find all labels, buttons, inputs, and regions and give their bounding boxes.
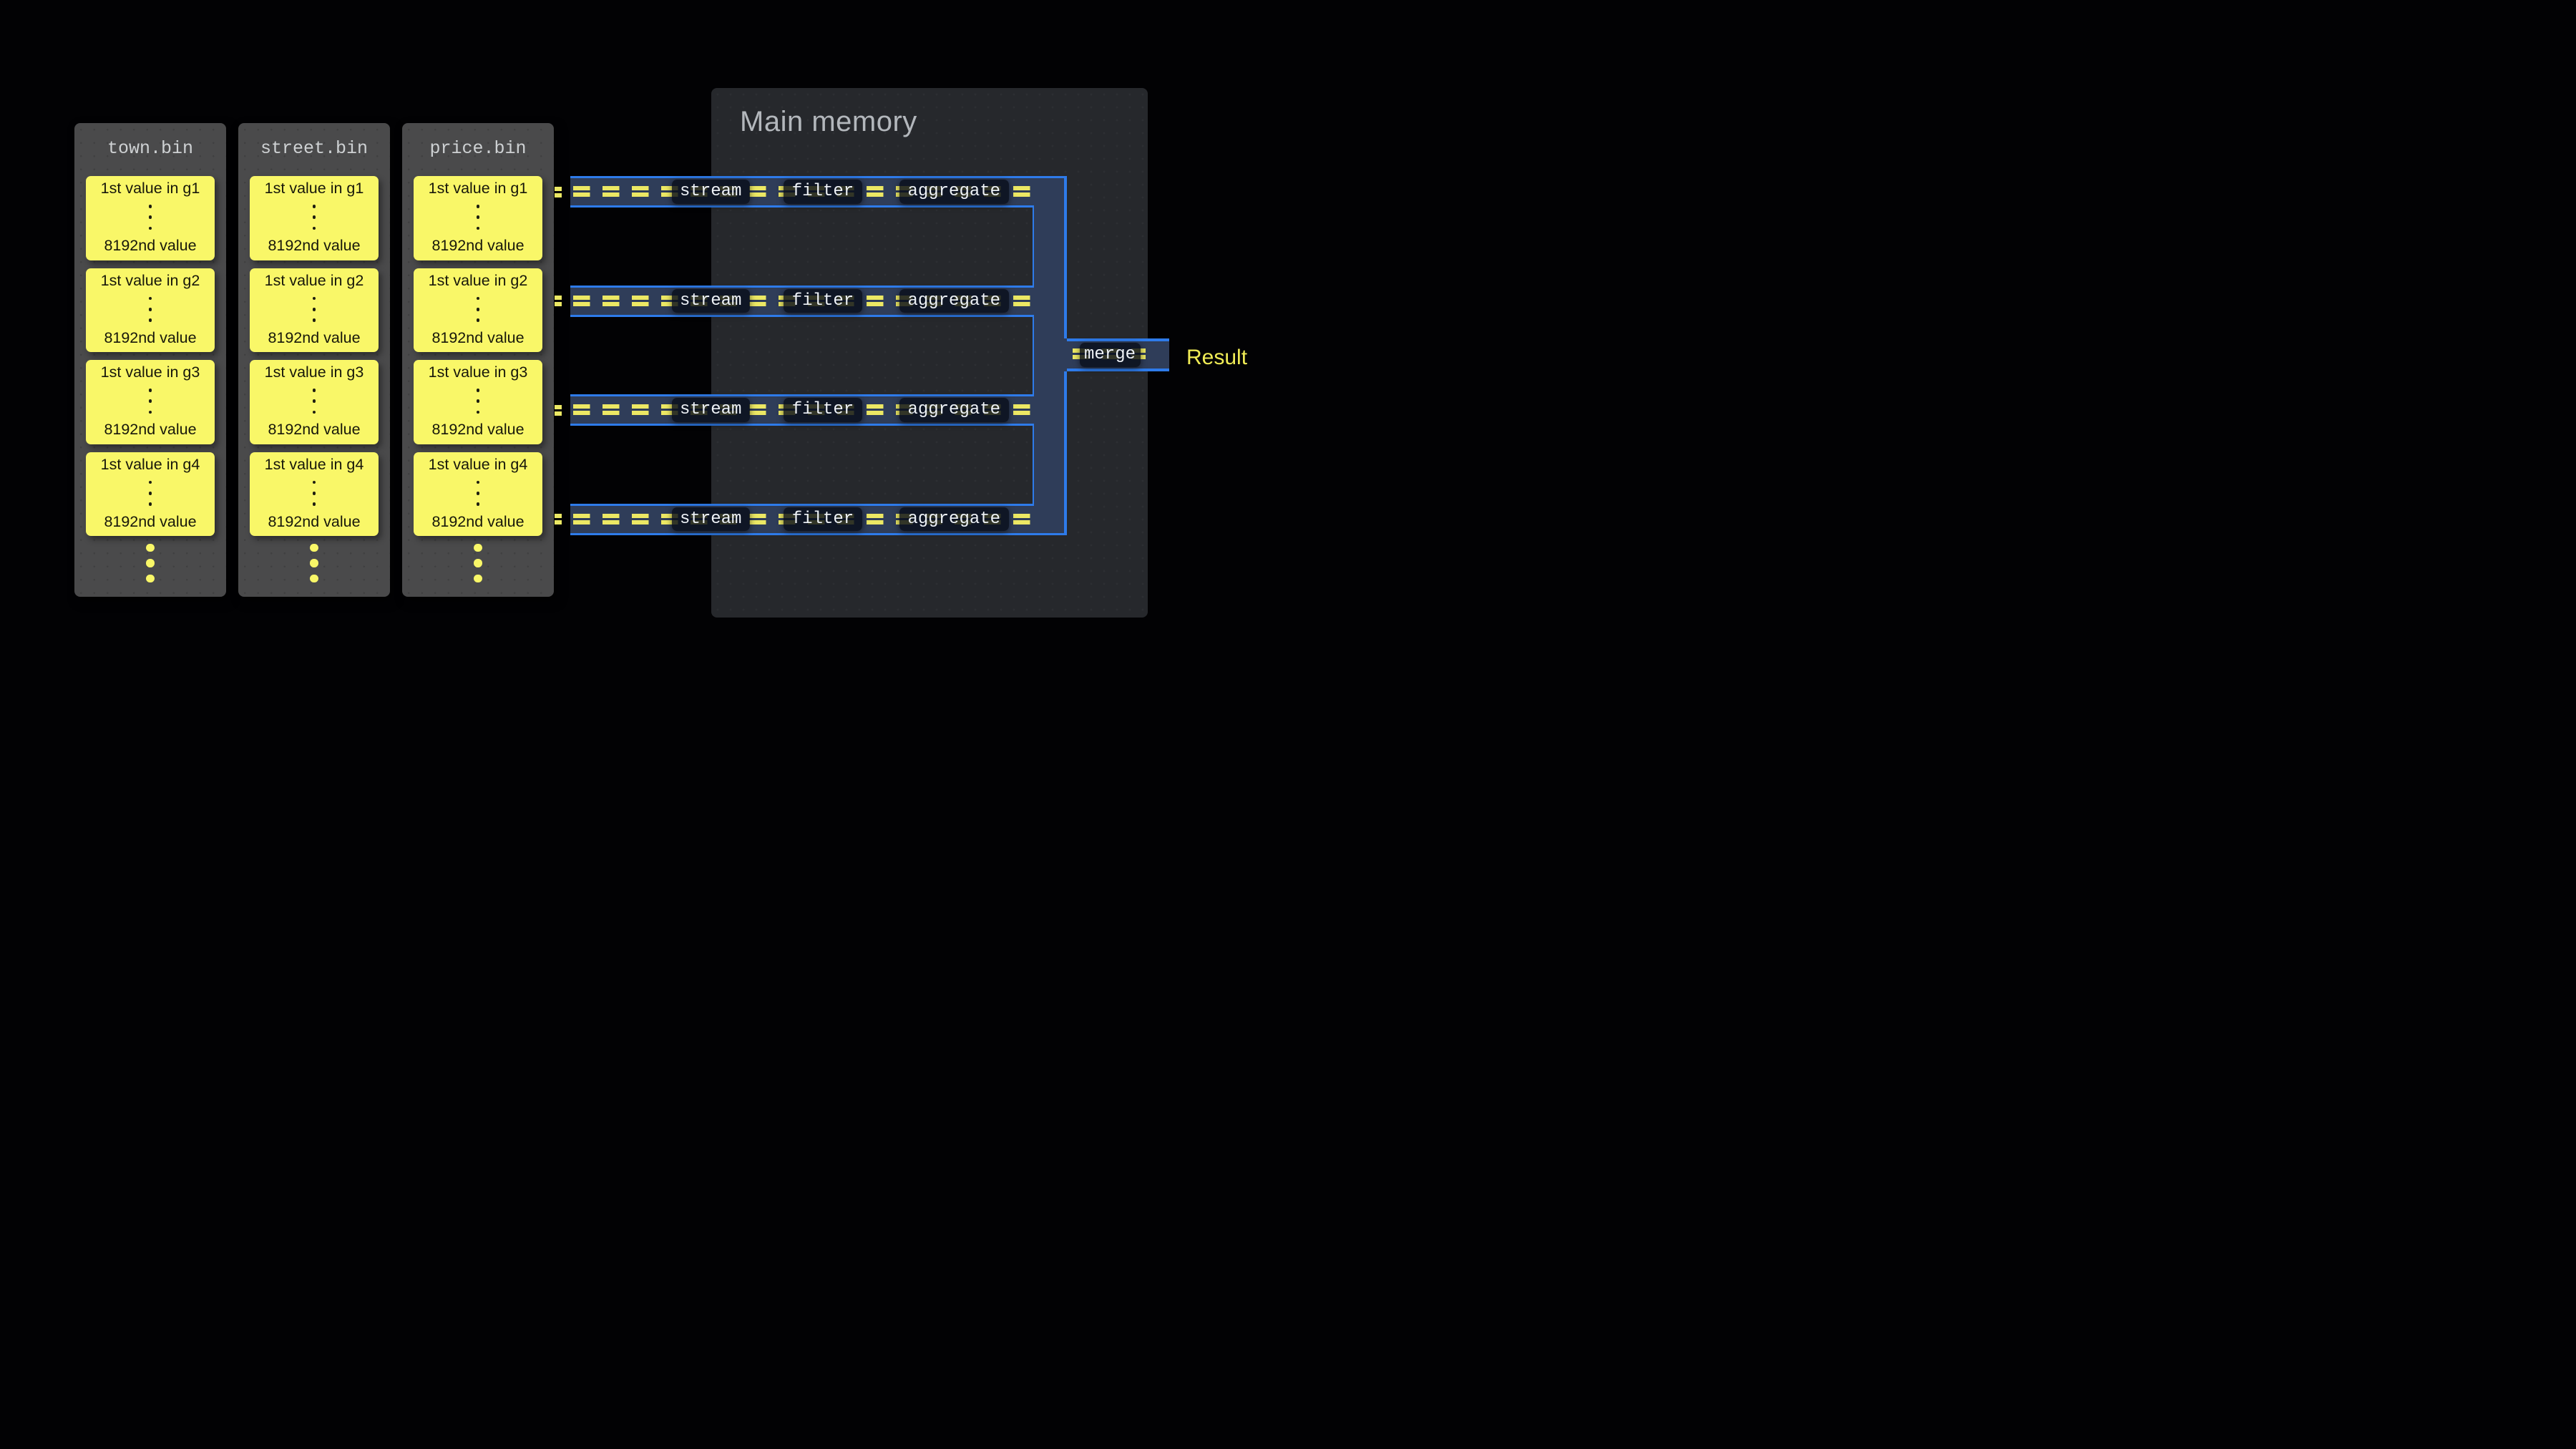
stage-box-filter: filter	[784, 180, 862, 204]
granule-block: 1st value in g2 8192nd value	[250, 268, 379, 352]
merge-stub: merge	[1067, 338, 1169, 371]
file-column-price: price.bin 1st value in g1 8192nd value 1…	[402, 122, 554, 597]
block-last-value: 8192nd value	[431, 512, 525, 530]
granule-block: 1st value in g3 8192nd value	[414, 360, 542, 444]
block-last-value: 8192nd value	[268, 237, 361, 255]
block-first-value: 1st value in g1	[428, 180, 528, 197]
processing-lane-4: stream filter aggregate	[570, 503, 1034, 535]
merge-box: merge	[1079, 343, 1141, 367]
result-label: Result	[1186, 346, 1248, 369]
block-ellipsis-icon	[148, 296, 152, 322]
file-column-street: street.bin 1st value in g1 8192nd value …	[238, 122, 390, 597]
block-last-value: 8192nd value	[431, 237, 525, 255]
block-first-value: 1st value in g2	[428, 271, 528, 289]
block-first-value: 1st value in g4	[100, 455, 200, 473]
pre-lane-dashes	[555, 404, 562, 416]
block-ellipsis-icon	[148, 205, 152, 230]
block-last-value: 8192nd value	[431, 421, 525, 439]
block-first-value: 1st value in g4	[428, 455, 528, 473]
block-last-value: 8192nd value	[104, 421, 197, 439]
block-last-value: 8192nd value	[104, 237, 197, 255]
stage-box-stream: stream	[671, 507, 750, 531]
stage-box-stream: stream	[671, 398, 750, 422]
block-last-value: 8192nd value	[104, 512, 197, 530]
file-title: town.bin	[107, 137, 194, 159]
block-ellipsis-icon	[312, 389, 316, 414]
pre-lane-dashes	[555, 186, 562, 197]
block-first-value: 1st value in g1	[100, 180, 200, 197]
granule-block: 1st value in g2 8192nd value	[414, 268, 542, 352]
granule-block: 1st value in g3 8192nd value	[250, 360, 379, 444]
stage-box-stream: stream	[671, 288, 750, 313]
block-ellipsis-icon	[476, 480, 480, 506]
lane-connector-border	[1032, 316, 1034, 394]
block-first-value: 1st value in g3	[100, 364, 200, 381]
processing-lane-3: stream filter aggregate	[570, 394, 1034, 426]
block-ellipsis-icon	[476, 205, 480, 230]
granule-block: 1st value in g1 8192nd value	[250, 176, 379, 260]
block-first-value: 1st value in g2	[264, 271, 364, 289]
stage-box-aggregate: aggregate	[899, 398, 1009, 422]
pre-lane-dashes	[555, 514, 562, 525]
block-ellipsis-icon	[476, 296, 480, 322]
column-ellipsis-icon	[74, 543, 226, 582]
file-title: street.bin	[260, 137, 369, 159]
granule-block: 1st value in g1 8192nd value	[86, 176, 215, 260]
block-ellipsis-icon	[312, 480, 316, 506]
block-first-value: 1st value in g3	[428, 364, 528, 381]
block-last-value: 8192nd value	[268, 512, 361, 530]
block-last-value: 8192nd value	[268, 328, 361, 346]
stage-box-aggregate: aggregate	[899, 180, 1009, 204]
stage-box-aggregate: aggregate	[899, 288, 1009, 313]
pre-lane-dashes	[555, 296, 562, 306]
pipeline-trunk	[1034, 176, 1067, 535]
trunk-right-border	[1063, 176, 1067, 338]
stage-box-filter: filter	[784, 398, 862, 422]
column-ellipsis-icon	[402, 543, 554, 582]
stage-box-aggregate: aggregate	[899, 507, 1009, 531]
main-memory-title: Main memory	[740, 106, 917, 137]
block-first-value: 1st value in g3	[264, 364, 364, 381]
granule-block: 1st value in g3 8192nd value	[86, 360, 215, 444]
granule-block: 1st value in g2 8192nd value	[86, 268, 215, 352]
block-first-value: 1st value in g2	[100, 271, 200, 289]
processing-lane-1: stream filter aggregate	[570, 176, 1034, 208]
block-ellipsis-icon	[148, 389, 152, 414]
stage-box-stream: stream	[671, 180, 750, 204]
granule-block: 1st value in g4 8192nd value	[86, 452, 215, 536]
lane-connector-border	[1032, 208, 1034, 286]
block-ellipsis-icon	[312, 205, 316, 230]
trunk-right-border	[1063, 371, 1067, 535]
block-last-value: 8192nd value	[104, 328, 197, 346]
diagram-stage: Main memory town.bin 1st value in g1 819…	[0, 0, 1288, 725]
processing-lane-2: stream filter aggregate	[570, 285, 1034, 317]
block-last-value: 8192nd value	[431, 328, 525, 346]
stage-box-filter: filter	[784, 288, 862, 313]
column-ellipsis-icon	[238, 543, 390, 582]
lane-connector-border	[1032, 426, 1034, 504]
stage-box-filter: filter	[784, 507, 862, 531]
file-title: price.bin	[429, 137, 527, 159]
block-ellipsis-icon	[476, 389, 480, 414]
block-first-value: 1st value in g4	[264, 455, 364, 473]
block-last-value: 8192nd value	[268, 421, 361, 439]
granule-block: 1st value in g4 8192nd value	[250, 452, 379, 536]
granule-block: 1st value in g4 8192nd value	[414, 452, 542, 536]
file-column-town: town.bin 1st value in g1 8192nd value 1s…	[74, 122, 226, 597]
block-first-value: 1st value in g1	[264, 180, 364, 197]
block-ellipsis-icon	[148, 480, 152, 506]
granule-block: 1st value in g1 8192nd value	[414, 176, 542, 260]
block-ellipsis-icon	[312, 296, 316, 322]
